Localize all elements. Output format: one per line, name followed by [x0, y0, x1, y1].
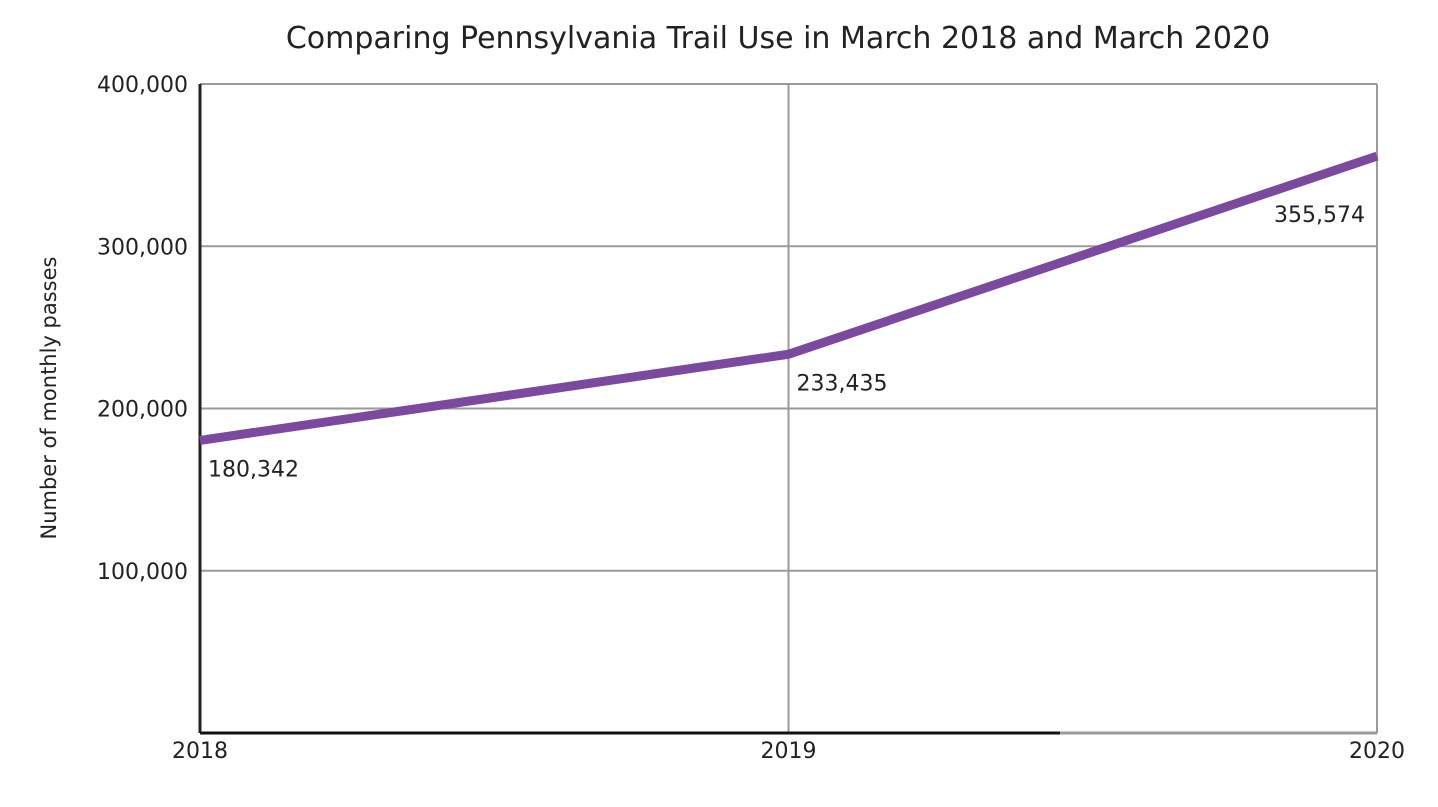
y-tick-label: 200,000 [97, 398, 188, 423]
x-tick-label: 2020 [1349, 739, 1405, 764]
series-line [199, 151, 1379, 445]
data-label: 180,342 [208, 457, 299, 482]
y-axis-label: Number of monthly passes [37, 257, 61, 540]
x-tick-label: 2019 [761, 739, 817, 764]
data-label: 233,435 [797, 371, 888, 396]
chart-title: Comparing Pennsylvania Trail Use in Marc… [286, 21, 1270, 56]
data-label: 355,574 [1274, 203, 1365, 228]
y-tick-label: 100,000 [97, 560, 188, 585]
y-tick-label: 300,000 [97, 235, 188, 260]
y-tick-label: 400,000 [97, 73, 188, 98]
x-tick-label: 2018 [172, 739, 228, 764]
